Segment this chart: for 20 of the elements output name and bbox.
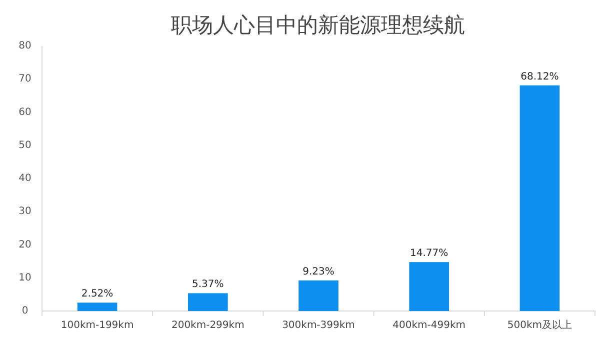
x-tick-label: 300km-399km [282, 320, 355, 331]
x-tick-label: 100km-199km [60, 320, 134, 331]
y-tick-label: 20 [18, 239, 32, 250]
y-tick-label: 70 [18, 74, 32, 85]
x-tick-label: 500km及以上 [507, 319, 572, 331]
data-label: 14.77% [410, 248, 448, 260]
y-tick-label: 10 [18, 272, 32, 284]
data-label: 5.37% [192, 279, 224, 290]
x-tick-label: 400km-499km [392, 320, 466, 331]
chart-title: 职场人心目中的新能源理想续航 [171, 13, 465, 37]
y-tick-label: 40 [18, 173, 32, 184]
data-label: 2.52% [81, 288, 114, 300]
y-tick-label: 50 [18, 140, 32, 151]
y-tick-label: 30 [18, 206, 32, 218]
y-tick-label: 60 [18, 106, 32, 118]
x-tick-label: 200km-299km [171, 320, 244, 331]
y-tick-label: 80 [18, 40, 32, 52]
y-tick-label: 0 [22, 306, 28, 316]
data-label: 9.23% [302, 266, 334, 278]
data-label: 68.12% [520, 71, 559, 82]
